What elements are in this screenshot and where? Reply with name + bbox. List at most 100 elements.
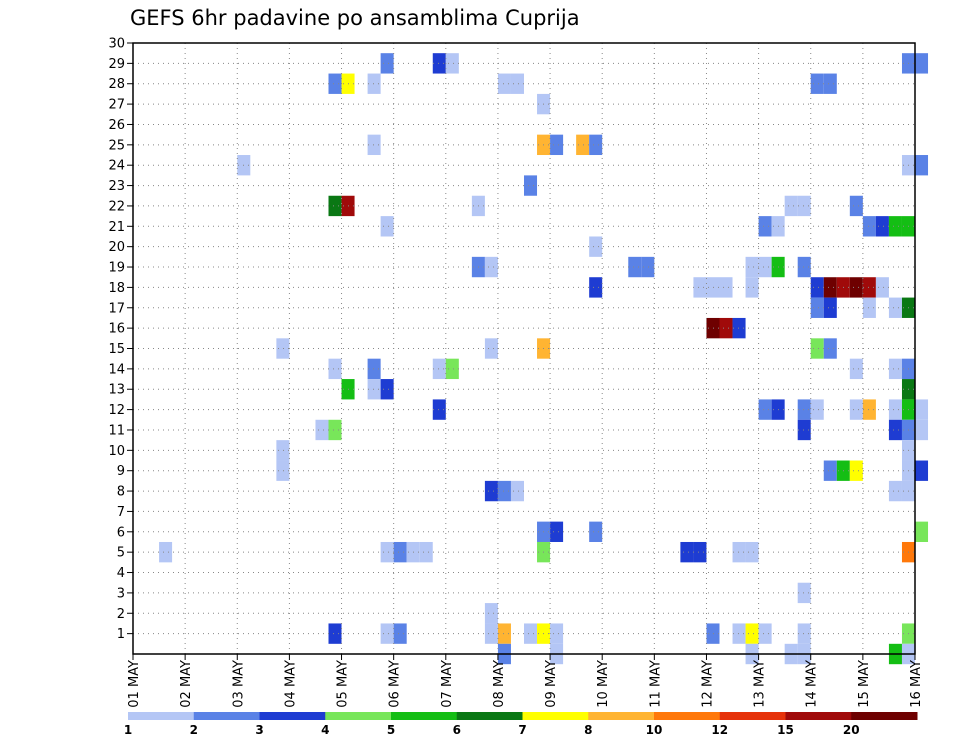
legend-label: 12: [711, 723, 728, 737]
heatmap-cell: [432, 53, 446, 74]
heatmap-cell: [432, 399, 446, 420]
heatmap-cell: [276, 338, 290, 359]
heatmap-cell: [719, 277, 733, 298]
x-tick-label: 09 MAY: [544, 660, 559, 708]
heatmap-cell: [888, 297, 902, 318]
legend-swatch: [391, 712, 458, 720]
heatmap-cell: [576, 134, 590, 156]
legend-swatch: [719, 712, 786, 720]
heatmap-cell: [393, 623, 407, 644]
heatmap-cell: [524, 175, 538, 196]
y-tick-label: 13: [108, 383, 125, 398]
heatmap-cell: [497, 73, 511, 94]
heatmap-cell: [445, 358, 459, 380]
heatmap-cell: [849, 399, 863, 420]
heatmap-cell: [732, 541, 746, 563]
y-tick-label: 2: [117, 607, 125, 622]
heatmap-cell: [810, 338, 824, 359]
heatmap-cell: [380, 216, 394, 237]
legend-label: 10: [646, 723, 663, 737]
y-tick-label: 5: [117, 546, 125, 561]
heatmap-cell: [849, 195, 863, 217]
heatmap-cell: [888, 358, 902, 380]
heatmap-cell: [628, 256, 642, 278]
y-tick-label: 28: [108, 77, 125, 92]
y-tick-label: 21: [108, 220, 125, 235]
heatmap-cell: [484, 480, 498, 502]
cells: [159, 53, 929, 665]
x-tick-label: 03 MAY: [231, 660, 246, 708]
heatmap-cell: [888, 216, 902, 237]
heatmap-cell: [484, 603, 498, 624]
heatmap-cell: [849, 358, 863, 380]
heatmap-cell: [589, 134, 603, 156]
heatmap-cell: [758, 623, 772, 644]
legend-label: 1: [124, 723, 132, 737]
heatmap-cell: [315, 419, 329, 441]
legend-swatch: [654, 712, 721, 720]
heatmap-cell: [745, 541, 759, 563]
heatmap-cell: [641, 256, 655, 278]
y-tick-label: 9: [117, 464, 125, 479]
heatmap-cell: [862, 399, 876, 420]
x-tick-label: 07 MAY: [440, 660, 455, 708]
heatmap-cell: [550, 623, 564, 644]
y-tick-label: 23: [108, 179, 125, 194]
heatmap-cell: [589, 277, 603, 298]
heatmap-cell: [706, 317, 720, 339]
heatmap-cell: [915, 460, 929, 481]
heatmap-cell: [797, 582, 811, 604]
y-tick-label: 15: [108, 342, 125, 357]
heatmap-cell: [797, 623, 811, 644]
y-tick-label: 10: [108, 444, 125, 459]
x-tick-label: 05 MAY: [336, 660, 351, 708]
heatmap-cell: [497, 623, 511, 644]
heatmap-cell: [797, 256, 811, 278]
legend-swatch: [325, 712, 392, 720]
y-tick-label: 3: [117, 586, 125, 601]
heatmap-cell: [862, 216, 876, 237]
heatmap-cell: [823, 277, 837, 298]
heatmap-cell: [875, 277, 889, 298]
heatmap-cell: [888, 419, 902, 441]
x-tick-label: 15 MAY: [857, 660, 872, 708]
heatmap-cell: [810, 399, 824, 420]
heatmap-cell: [367, 134, 381, 156]
legend-swatch: [785, 712, 852, 720]
x-tick-label: 16 MAY: [909, 660, 924, 708]
legend-label: 8: [584, 723, 592, 737]
heatmap-cell: [484, 338, 498, 359]
heatmap-cell: [589, 521, 603, 542]
x-tick-label: 12 MAY: [700, 660, 715, 708]
legend-swatch: [456, 712, 523, 720]
heatmap-cell: [393, 541, 407, 563]
y-tick-label: 12: [108, 403, 125, 418]
heatmap-cell: [328, 623, 342, 644]
legend-label: 6: [453, 723, 461, 737]
x-tick-label: 02 MAY: [179, 660, 194, 708]
heatmap-cell: [328, 195, 342, 217]
grid: [133, 43, 915, 654]
x-tick-label: 06 MAY: [388, 660, 403, 708]
heatmap-cell: [849, 277, 863, 298]
legend-label: 3: [255, 723, 263, 737]
legend-label: 20: [843, 723, 860, 737]
heatmap-cell: [758, 256, 772, 278]
heatmap-cell: [419, 541, 433, 563]
heatmap-cell: [862, 297, 876, 318]
y-tick-label: 18: [108, 281, 125, 296]
heatmap-cell: [797, 399, 811, 420]
heatmap-cell: [706, 623, 720, 644]
heatmap-cell: [510, 480, 524, 502]
heatmap-cell: [745, 277, 759, 298]
heatmap-cell: [875, 216, 889, 237]
y-tick-label: 8: [117, 485, 125, 500]
legend-swatch: [128, 712, 195, 720]
heatmap-cell: [823, 460, 837, 481]
legend-label: 15: [777, 723, 794, 737]
legend-label: 2: [190, 723, 198, 737]
legend-swatch: [259, 712, 326, 720]
heatmap-cell: [276, 440, 290, 461]
y-tick-label: 30: [108, 37, 125, 52]
